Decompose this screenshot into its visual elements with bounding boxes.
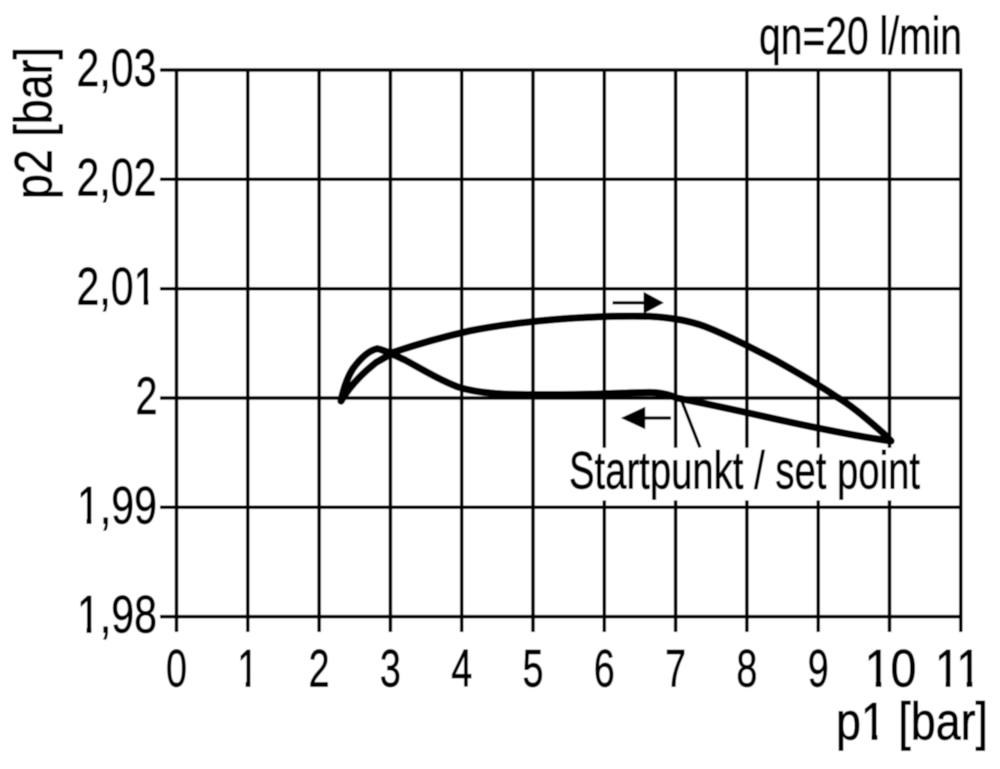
svg-text:9: 9	[808, 640, 829, 699]
svg-text:1: 1	[237, 640, 258, 699]
svg-text:10: 10	[865, 640, 917, 699]
svg-text:4: 4	[451, 640, 472, 699]
svg-text:11: 11	[935, 640, 981, 699]
svg-text:0: 0	[166, 640, 187, 699]
svg-text:5: 5	[523, 640, 544, 699]
svg-text:2,01: 2,01	[77, 258, 157, 317]
svg-text:3: 3	[380, 640, 401, 699]
svg-text:2: 2	[136, 367, 158, 426]
svg-text:8: 8	[736, 640, 757, 699]
svg-text:2,03: 2,03	[77, 39, 157, 98]
svg-text:qn=20 l/min: qn=20 l/min	[759, 7, 962, 66]
svg-text:7: 7	[665, 640, 686, 699]
svg-text:p1 [bar]: p1 [bar]	[836, 693, 988, 752]
svg-text:6: 6	[594, 640, 615, 699]
svg-text:1,98: 1,98	[77, 586, 157, 645]
svg-text:2: 2	[309, 640, 330, 699]
svg-text:p2 [bar]: p2 [bar]	[5, 47, 64, 199]
svg-text:1,99: 1,99	[77, 476, 157, 535]
svg-text:2,02: 2,02	[77, 148, 157, 207]
svg-text:Startpunkt / set point: Startpunkt / set point	[569, 442, 920, 501]
